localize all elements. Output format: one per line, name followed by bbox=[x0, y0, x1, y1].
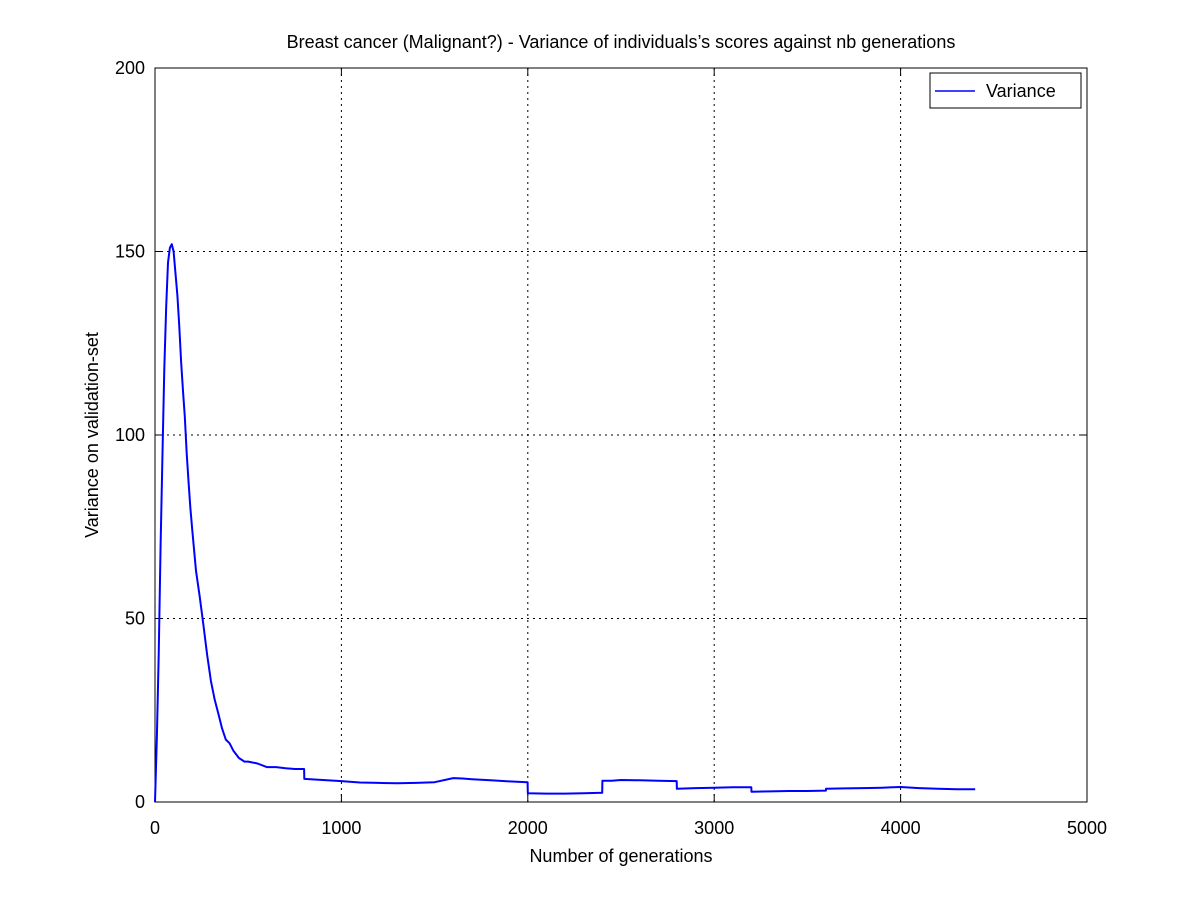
y-tick-label: 50 bbox=[125, 609, 145, 629]
series-line-variance bbox=[154, 243, 976, 803]
x-axis-label: Number of generations bbox=[529, 846, 712, 866]
y-tick-label: 100 bbox=[115, 425, 145, 445]
x-tick-label: 2000 bbox=[508, 818, 548, 838]
y-tick-label: 150 bbox=[115, 242, 145, 262]
y-tick-labels: 0 50 100 150 200 bbox=[115, 58, 145, 812]
axis-ticks bbox=[154, 67, 1088, 803]
x-tick-label: 1000 bbox=[321, 818, 361, 838]
y-tick-label: 200 bbox=[115, 58, 145, 78]
series-layer bbox=[154, 243, 976, 803]
legend-label-variance: Variance bbox=[986, 81, 1056, 101]
x-tick-label: 4000 bbox=[881, 818, 921, 838]
x-tick-label: 3000 bbox=[694, 818, 734, 838]
y-axis-label: Variance on validation-set bbox=[82, 332, 102, 538]
y-tick-label: 0 bbox=[135, 792, 145, 812]
grid-lines bbox=[155, 68, 1087, 802]
x-tick-labels: 0 1000 2000 3000 4000 5000 bbox=[150, 818, 1107, 838]
legend: Variance bbox=[929, 72, 1082, 109]
x-tick-label: 0 bbox=[150, 818, 160, 838]
chart-title: Breast cancer (Malignant?) - Variance of… bbox=[287, 32, 956, 52]
x-tick-label: 5000 bbox=[1067, 818, 1107, 838]
